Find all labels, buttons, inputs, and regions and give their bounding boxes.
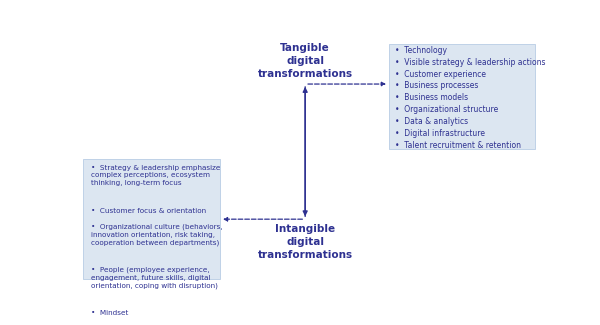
- FancyBboxPatch shape: [389, 44, 535, 149]
- Text: •  Mindset: • Mindset: [91, 310, 128, 316]
- Text: •  Talent recruitment & retention: • Talent recruitment & retention: [395, 141, 521, 150]
- FancyBboxPatch shape: [83, 159, 220, 279]
- Text: Intangible
digital
transformations: Intangible digital transformations: [257, 224, 353, 260]
- Text: •  Technology: • Technology: [395, 46, 447, 55]
- Text: •  Data & analytics: • Data & analytics: [395, 117, 468, 126]
- Text: •  Organizational structure: • Organizational structure: [395, 105, 498, 114]
- Text: •  Digital infrastructure: • Digital infrastructure: [395, 129, 485, 138]
- Text: •  Customer experience: • Customer experience: [395, 70, 486, 79]
- Text: •  Business models: • Business models: [395, 93, 468, 102]
- Text: •  Strategy & leadership emphasize
complex perceptions, ecosystem
thinking, long: • Strategy & leadership emphasize comple…: [91, 165, 221, 186]
- Text: •  Visible strategy & leadership actions: • Visible strategy & leadership actions: [395, 58, 545, 67]
- Text: •  Organizational culture (behaviors,
innovation orientation, risk taking,
coope: • Organizational culture (behaviors, inn…: [91, 224, 223, 246]
- Text: Tangible
digital
transformations: Tangible digital transformations: [257, 44, 353, 79]
- Text: •  Business processes: • Business processes: [395, 82, 478, 90]
- Text: •  People (employee experience,
engagement, future skills, digital
orientation, : • People (employee experience, engagemen…: [91, 267, 218, 289]
- Text: •  Customer focus & orientation: • Customer focus & orientation: [91, 208, 206, 214]
